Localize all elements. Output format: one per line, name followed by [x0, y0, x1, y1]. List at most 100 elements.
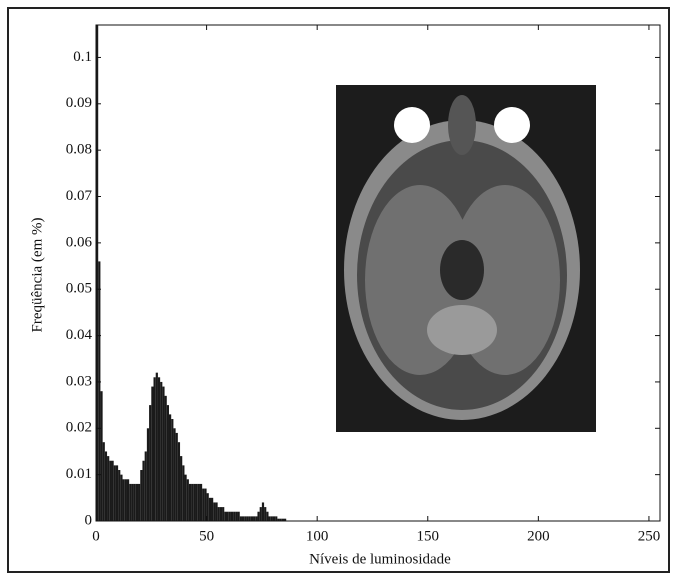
bar [230, 511, 234, 521]
bar [109, 460, 112, 521]
y-tick-label: 0.07 [66, 188, 93, 204]
bar [151, 386, 154, 521]
bar [177, 442, 181, 521]
bar [182, 465, 185, 521]
x-tick-label: 200 [527, 528, 550, 544]
bar [180, 456, 183, 521]
bar [135, 483, 139, 521]
bar [239, 516, 242, 521]
bar [261, 502, 265, 521]
bar [102, 442, 105, 521]
y-tick-label: 0.09 [66, 95, 92, 111]
bar [122, 479, 125, 521]
bar [118, 470, 121, 521]
x-tick-label: 50 [199, 528, 214, 544]
bar [255, 516, 258, 521]
y-tick-label: 0.1 [73, 49, 92, 65]
bar [213, 502, 216, 521]
bar [120, 474, 123, 521]
bar [175, 432, 178, 521]
bar [259, 507, 262, 521]
bar [153, 377, 156, 521]
bar [217, 507, 220, 521]
bar [228, 511, 231, 521]
bar [257, 511, 260, 521]
bar [144, 451, 147, 521]
y-tick-label: 0.01 [66, 466, 92, 482]
bar [188, 483, 192, 521]
x-tick-label: 250 [638, 528, 661, 544]
y-tick-label: 0.08 [66, 142, 92, 158]
bar [142, 460, 145, 521]
bar [235, 511, 238, 521]
bar [129, 483, 132, 521]
bar [250, 516, 254, 521]
bar [233, 511, 236, 521]
bar [281, 518, 284, 521]
bar [131, 483, 134, 521]
bar [195, 483, 198, 521]
bar [157, 377, 161, 521]
bar [193, 483, 196, 521]
y-tick-label: 0 [85, 512, 93, 528]
bar [171, 419, 174, 521]
bar [168, 414, 172, 521]
bar [184, 474, 187, 521]
bar [219, 507, 223, 521]
bar [164, 395, 167, 521]
bar [166, 405, 169, 521]
bar [264, 507, 267, 521]
x-tick-label: 0 [92, 528, 100, 544]
bar [284, 518, 287, 521]
bar [124, 479, 127, 521]
bar [149, 405, 152, 521]
y-axis-label: Freqüência (em %) [29, 218, 45, 333]
x-tick-label: 150 [417, 528, 440, 544]
bar [173, 428, 176, 521]
bar [162, 386, 165, 521]
plot-area [96, 25, 287, 521]
bar [241, 516, 245, 521]
bar [208, 497, 212, 521]
bar [226, 511, 229, 521]
bar [140, 470, 143, 521]
bar [98, 261, 101, 521]
bar [222, 507, 225, 521]
bar [211, 497, 214, 521]
bar [272, 516, 276, 521]
bar [224, 511, 227, 521]
frame [7, 7, 670, 573]
x-tick-label: 100 [306, 528, 329, 544]
y-tick-label: 0.05 [66, 281, 92, 297]
bar [206, 493, 209, 521]
bar [253, 516, 256, 521]
bar [275, 516, 278, 521]
bar [186, 479, 189, 521]
bar [244, 516, 247, 521]
bar [100, 391, 103, 521]
bar [115, 465, 119, 521]
bar [104, 451, 108, 521]
bar [111, 460, 114, 521]
bar [248, 516, 251, 521]
bar [113, 465, 116, 521]
y-tick-label: 0.04 [66, 327, 93, 343]
bar [279, 518, 282, 521]
y-tick-label: 0.06 [66, 234, 93, 250]
bar [266, 511, 269, 521]
bar [107, 456, 110, 521]
bar [215, 502, 218, 521]
bar [146, 428, 150, 521]
bar [237, 511, 240, 521]
bar [277, 518, 280, 521]
y-tick-label: 0.03 [66, 373, 92, 389]
bar [246, 516, 249, 521]
y-tick-label: 0.02 [66, 420, 92, 436]
bar [160, 381, 163, 521]
bar [96, 25, 99, 521]
bar [204, 488, 207, 521]
bar [138, 483, 141, 521]
bar [197, 483, 200, 521]
mri-image [336, 85, 596, 432]
